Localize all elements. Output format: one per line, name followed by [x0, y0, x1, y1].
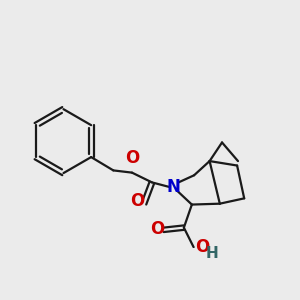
- Text: O: O: [130, 192, 144, 210]
- Text: O: O: [195, 238, 210, 256]
- Text: H: H: [206, 246, 219, 261]
- Text: N: N: [166, 178, 180, 196]
- Text: O: O: [150, 220, 164, 238]
- Text: O: O: [125, 149, 140, 167]
